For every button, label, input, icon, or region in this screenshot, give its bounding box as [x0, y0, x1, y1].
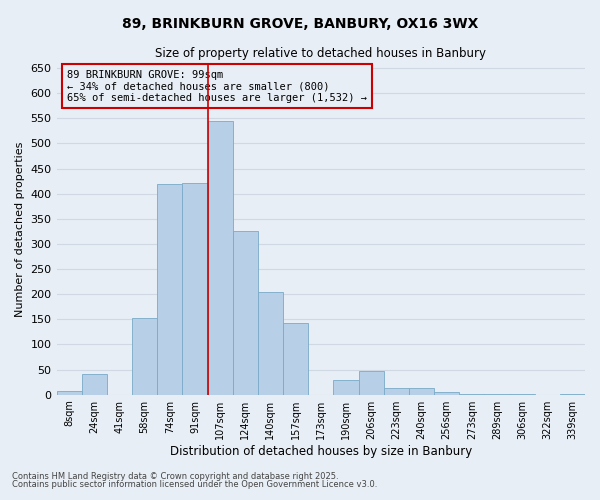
Bar: [409, 388, 434, 394]
Bar: [132, 318, 157, 394]
Bar: [157, 184, 182, 394]
Bar: [233, 232, 258, 394]
Text: 89, BRINKBURN GROVE, BANBURY, OX16 3WX: 89, BRINKBURN GROVE, BANBURY, OX16 3WX: [122, 18, 478, 32]
Title: Size of property relative to detached houses in Banbury: Size of property relative to detached ho…: [155, 48, 486, 60]
Bar: [182, 182, 208, 394]
Bar: [434, 392, 459, 394]
Text: Contains public sector information licensed under the Open Government Licence v3: Contains public sector information licen…: [12, 480, 377, 489]
Bar: [208, 121, 233, 394]
Text: 89 BRINKBURN GROVE: 99sqm
← 34% of detached houses are smaller (800)
65% of semi: 89 BRINKBURN GROVE: 99sqm ← 34% of detac…: [67, 70, 367, 103]
Bar: [258, 292, 283, 394]
Y-axis label: Number of detached properties: Number of detached properties: [15, 141, 25, 316]
Bar: [283, 323, 308, 394]
Bar: [56, 390, 82, 394]
Text: Contains HM Land Registry data © Crown copyright and database right 2025.: Contains HM Land Registry data © Crown c…: [12, 472, 338, 481]
X-axis label: Distribution of detached houses by size in Banbury: Distribution of detached houses by size …: [170, 444, 472, 458]
Bar: [334, 380, 359, 394]
Bar: [383, 388, 409, 394]
Bar: [359, 371, 383, 394]
Bar: [82, 374, 107, 394]
